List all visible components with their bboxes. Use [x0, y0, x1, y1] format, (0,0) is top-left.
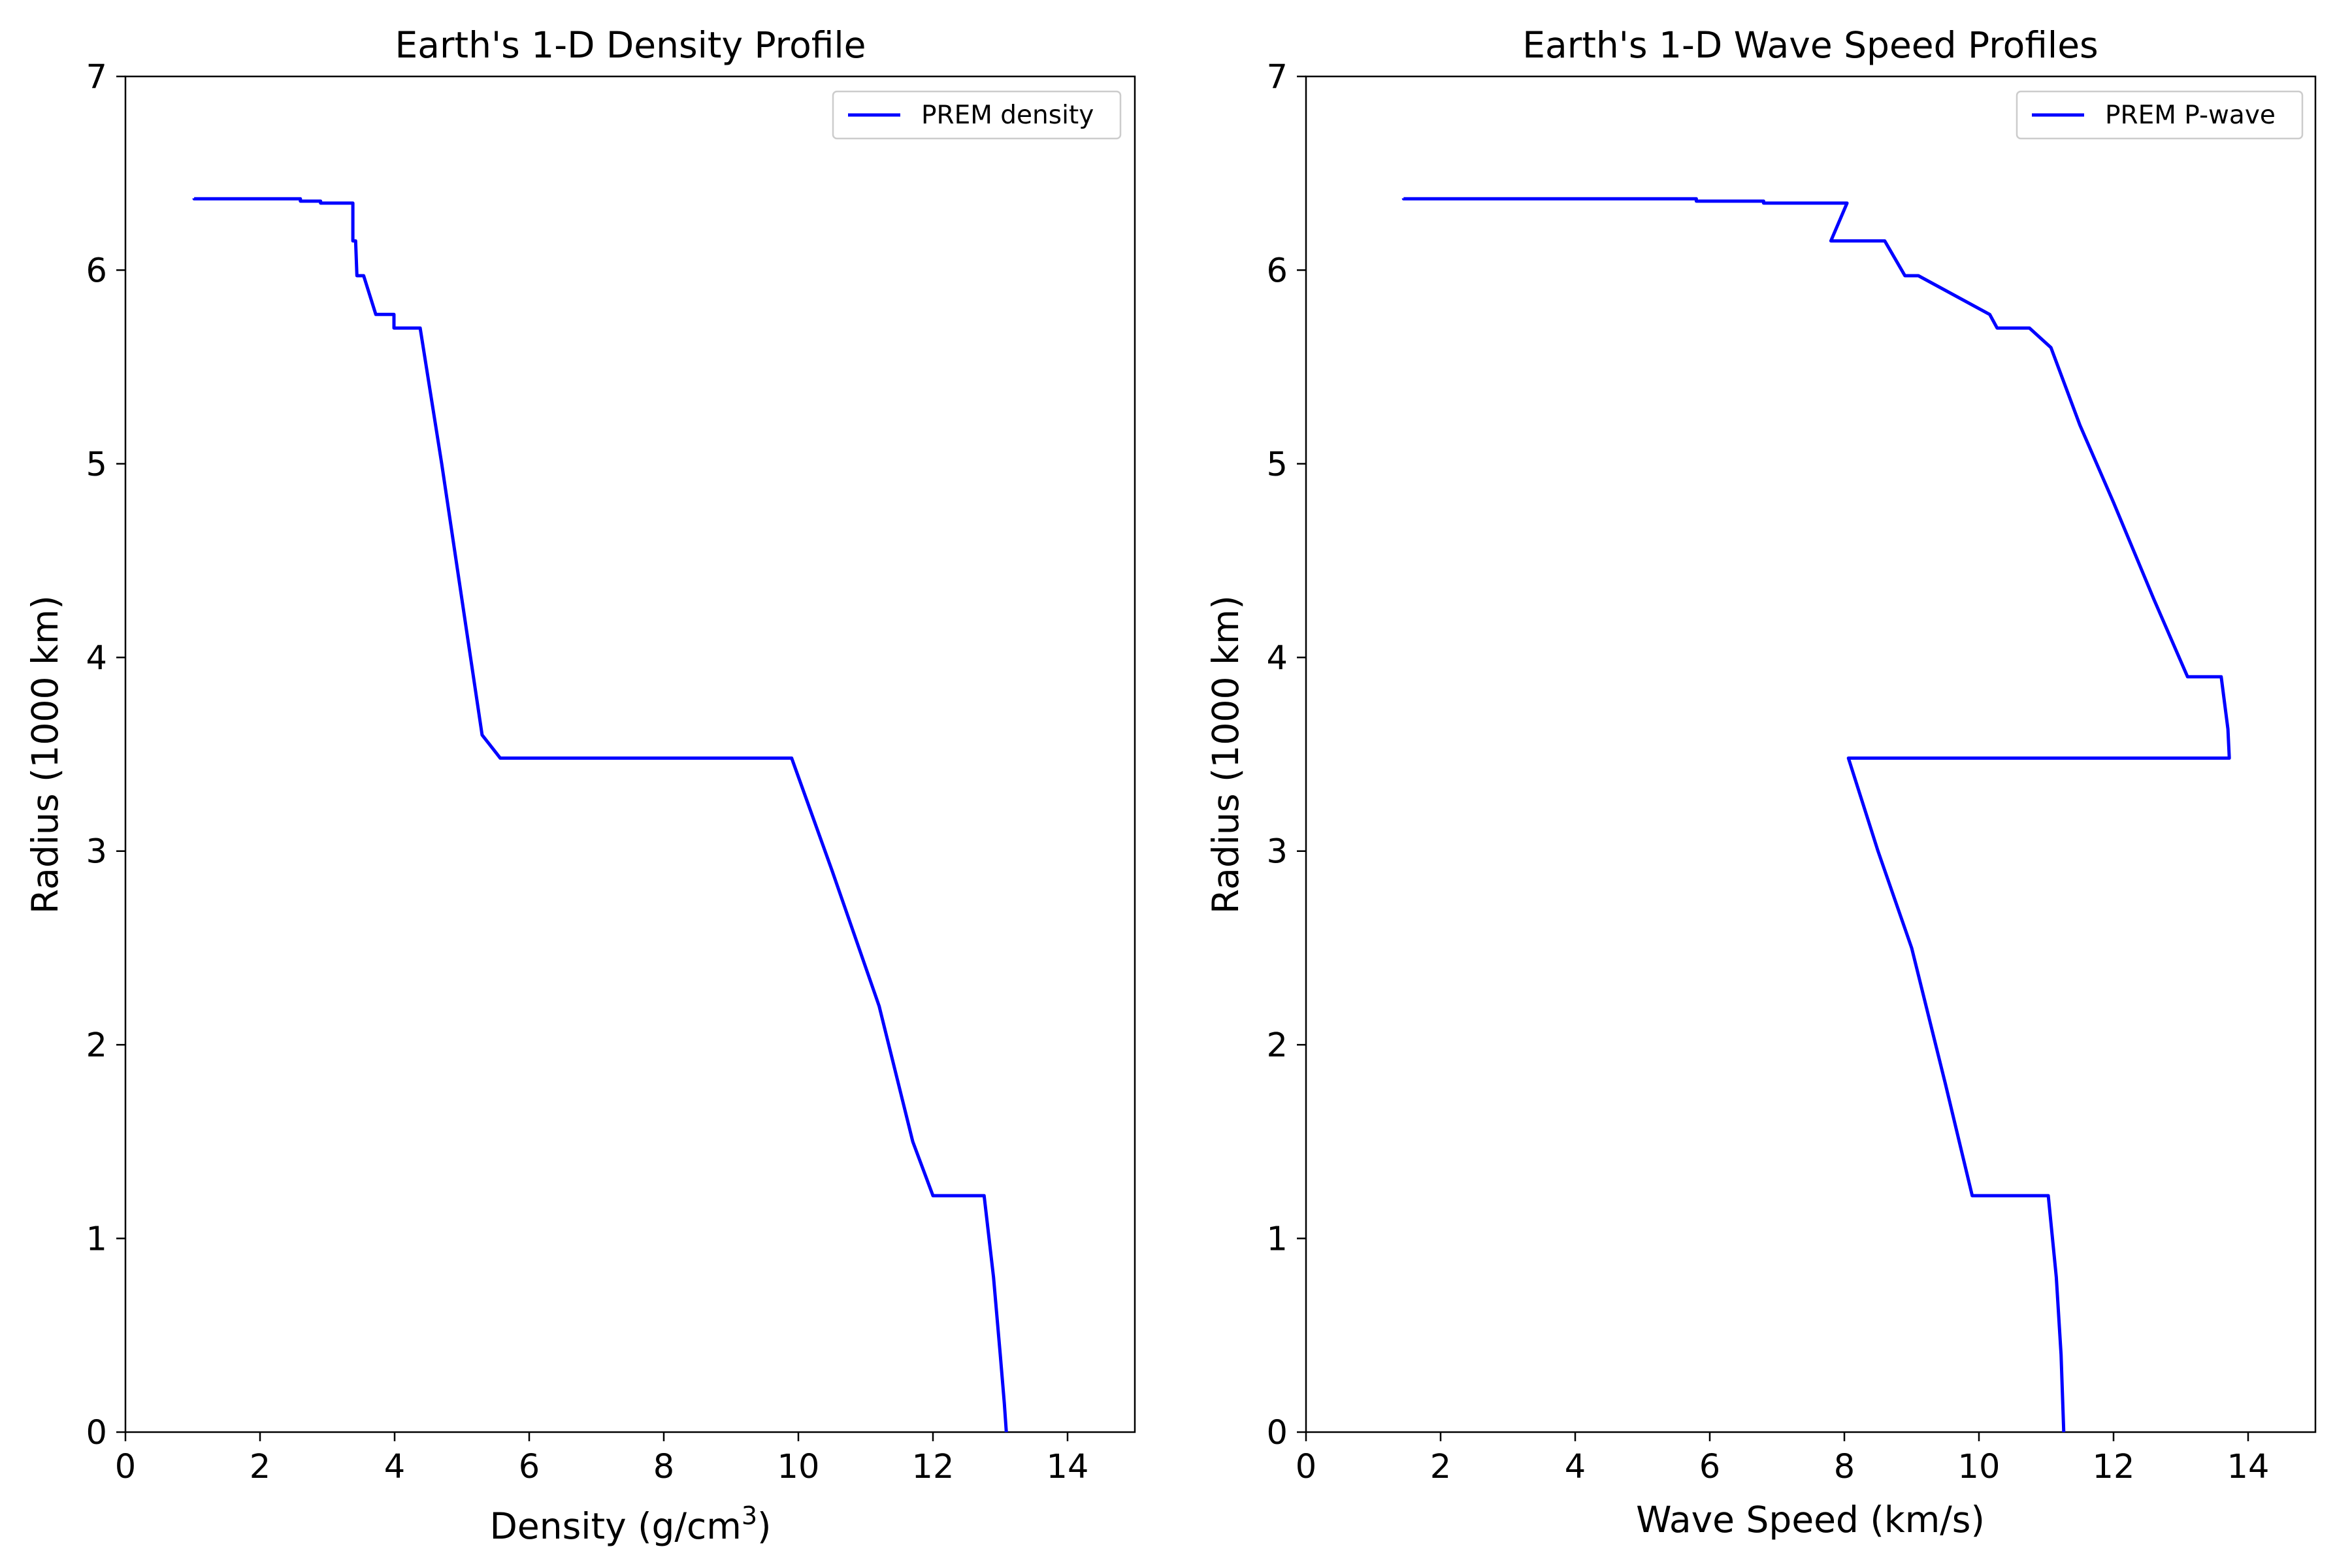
density-y-tick-label: 7 — [86, 58, 107, 97]
wave-speed-y-tick-label: 2 — [1267, 1026, 1288, 1065]
wave-speed-legend-box — [2016, 90, 2304, 140]
wave-speed-y-tick-label: 6 — [1267, 252, 1288, 290]
wave-speed-panel: Earth's 1-D Wave Speed Profiles 0 2 4 6 8 10 1… — [1205, 24, 2317, 1541]
density-y-tick-label: 0 — [86, 1414, 107, 1452]
wave-speed-y-tick-label: 0 — [1267, 1414, 1288, 1452]
wave-speed-y-tick-label: 7 — [1267, 58, 1288, 97]
wave-speed-x-tick-label: 8 — [1834, 1448, 1855, 1486]
wave-speed-legend-label: PREM P-wave — [2105, 101, 2276, 130]
density-chart-title: Earth's 1-D Density Profile — [395, 24, 866, 66]
wave-speed-chart-title: Earth's 1-D Wave Speed Profiles — [1522, 24, 2098, 66]
density-series-line — [192, 197, 1008, 1433]
wave-speed-y-tick-label: 3 — [1267, 833, 1288, 872]
density-panel: Earth's 1-D Density Profile 0 2 4 6 8 10 12 14 … — [24, 24, 1136, 1547]
wave-speed-x-ticks: 0 2 4 6 8 10 12 14 — [1296, 1432, 2270, 1486]
density-x-tick-label: 2 — [250, 1448, 270, 1486]
density-x-tick-label: 6 — [519, 1448, 540, 1486]
density-y-tick-label: 2 — [86, 1026, 107, 1065]
wave-speed-x-tick-label: 10 — [1958, 1448, 2001, 1486]
density-y-tick-label: 3 — [86, 833, 107, 872]
wave-speed-x-tick-label: 6 — [1699, 1448, 1720, 1486]
density-x-tick-label: 8 — [653, 1448, 674, 1486]
density-y-ticks: 0 1 2 3 4 5 6 7 — [86, 58, 125, 1452]
wave-speed-x-tick-label: 12 — [2093, 1448, 2135, 1486]
wave-speed-y-ticks: 0 1 2 3 4 5 6 7 — [1267, 58, 1306, 1452]
density-y-tick-label: 4 — [86, 639, 107, 678]
wave-speed-x-tick-label: 14 — [2227, 1448, 2270, 1486]
wave-speed-series-line — [1401, 197, 2231, 1433]
density-legend-box — [832, 90, 1122, 140]
density-x-tick-label: 14 — [1047, 1448, 1089, 1486]
density-y-tick-label: 6 — [86, 252, 107, 290]
density-y-tick-label: 1 — [86, 1220, 107, 1259]
density-x-tick-label: 4 — [384, 1448, 405, 1486]
density-x-ticks: 0 2 4 6 8 10 12 14 — [115, 1432, 1089, 1486]
density-y-tick-label: 5 — [86, 446, 107, 484]
wave-speed-plot-area — [1305, 75, 2317, 1433]
density-y-axis-label: Radius (1000 km) — [24, 595, 66, 914]
density-x-tick-label: 0 — [115, 1448, 136, 1486]
wave-speed-y-tick-label: 1 — [1267, 1220, 1288, 1259]
density-x-tick-label: 10 — [777, 1448, 820, 1486]
wave-speed-x-tick-label: 4 — [1565, 1448, 1586, 1486]
wave-speed-x-tick-label: 2 — [1430, 1448, 1451, 1486]
density-x-axis-label: Density (g/cm3) — [490, 1501, 772, 1547]
wave-speed-y-axis-label: Radius (1000 km) — [1205, 595, 1247, 914]
density-legend: PREM density — [832, 90, 1122, 140]
density-legend-label: PREM density — [921, 101, 1094, 130]
wave-speed-legend: PREM P-wave — [2016, 90, 2304, 140]
density-plot-area — [124, 75, 1136, 1433]
wave-speed-y-tick-label: 5 — [1267, 446, 1288, 484]
wave-speed-x-tick-label: 0 — [1296, 1448, 1316, 1486]
wave-speed-y-tick-label: 4 — [1267, 639, 1288, 678]
wave-speed-x-axis-label: Wave Speed (km/s) — [1636, 1499, 1985, 1541]
density-x-tick-label: 12 — [912, 1448, 955, 1486]
